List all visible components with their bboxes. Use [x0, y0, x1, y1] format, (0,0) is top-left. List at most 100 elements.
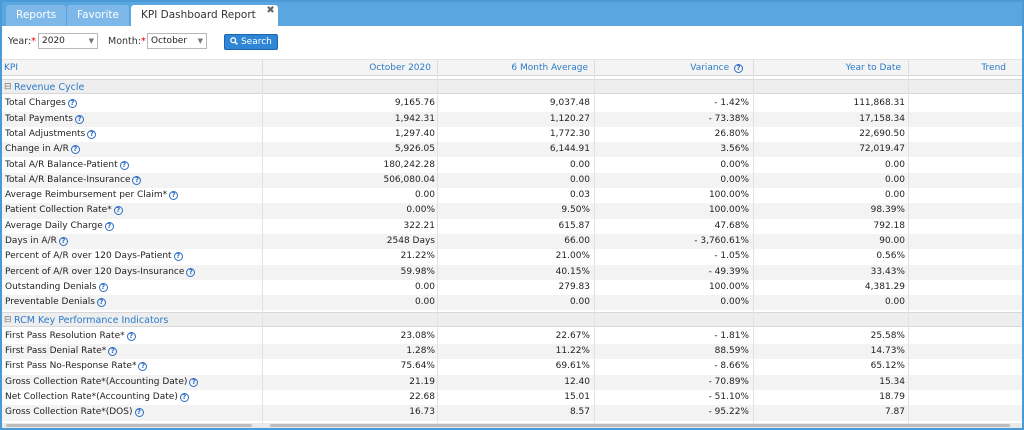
help-icon[interactable]: ?: [96, 298, 106, 308]
average-value-cell: 15.01: [564, 392, 590, 402]
help-icon[interactable]: ?: [173, 252, 183, 262]
tab-reports[interactable]: Reports: [6, 5, 67, 26]
tab-kpi-dashboard[interactable]: KPI Dashboard Report ✖: [131, 5, 278, 26]
help-icon[interactable]: ?: [104, 221, 114, 231]
ytd-value-cell: 792.18: [873, 220, 906, 231]
help-icon[interactable]: ?: [113, 206, 123, 216]
help-icon[interactable]: ?: [98, 282, 108, 292]
month-select[interactable]: October ▼: [147, 33, 207, 49]
current-value-cell: 506,080.04: [383, 174, 435, 185]
scrollbar-thumb-right[interactable]: [270, 424, 1010, 427]
variance-value-cell: - 1.05%: [714, 251, 749, 262]
group-row[interactable]: ⊟ RCM Key Performance Indicators: [2, 311, 1022, 327]
help-icon[interactable]: ?: [126, 331, 136, 341]
table-row[interactable]: First Pass No-Response Rate*? 75.64% 69.61…: [2, 359, 1022, 374]
table-row[interactable]: Gross Collection Rate*(DOS)? 16.73 8.57 - 9…: [2, 405, 1022, 421]
kpi-label: Total Charges: [5, 98, 66, 109]
group-row[interactable]: ⊟ Revenue Cycle: [2, 79, 1022, 95]
year-select[interactable]: 2020 ▼: [38, 33, 98, 49]
table-row[interactable]: Days in A/R? 2548 Days 66.00 - 3,760.61% 90.…: [2, 234, 1022, 250]
help-icon[interactable]: ?: [189, 377, 199, 387]
kpi-label: Change in A/R: [5, 144, 69, 155]
tab-kpi-dashboard-label: KPI Dashboard Report: [141, 9, 256, 21]
ytd-value-cell: 22,690.50: [859, 128, 905, 139]
column-divider: [437, 76, 438, 423]
ytd-value-cell: 4,381.29: [864, 281, 905, 292]
help-icon[interactable]: ?: [67, 99, 77, 109]
current-value-cell: 1,942.31: [394, 113, 435, 124]
help-icon[interactable]: ?: [119, 160, 129, 170]
current-value-cell: 0.00: [414, 190, 435, 201]
table-row[interactable]: Patient Collection Rate*? 0.00% 9.50% 100.0…: [2, 203, 1022, 219]
table-row[interactable]: Preventable Denials? 0.00 0.00 0.00% 0.00: [2, 295, 1022, 311]
kpi-cell: Total Adjustments?: [5, 127, 97, 142]
kpi-label: Total A/R Balance-Insurance: [5, 174, 131, 185]
average-value-cell: 9.50%: [561, 205, 590, 216]
kpi-cell: Net Collection Rate*(Accounting Date)?: [5, 390, 189, 405]
kpi-label: Days in A/R: [5, 236, 57, 246]
column-divider: [753, 76, 754, 423]
scrollbar-thumb-left[interactable]: [6, 424, 252, 427]
average-value-cell: 40.15%: [555, 266, 590, 277]
help-icon[interactable]: ?: [169, 191, 179, 201]
ytd-value-cell: 90.00: [879, 236, 905, 246]
table-row[interactable]: Total Adjustments? 1,297.40 1,772.30 26.80%…: [2, 127, 1022, 142]
ytd-value-cell: 25.58%: [870, 330, 905, 341]
table-row[interactable]: Total A/R Balance-Patient? 180,242.28 0.00…: [2, 158, 1022, 173]
table-row[interactable]: First Pass Denial Rate*? 1.28% 11.22% 88.59…: [2, 344, 1022, 360]
current-value-cell: 9,165.76: [394, 98, 435, 109]
search-button[interactable]: Search: [224, 34, 278, 50]
variance-value-cell: 26.80%: [714, 128, 749, 139]
collapse-icon[interactable]: ⊟: [4, 314, 12, 325]
help-icon[interactable]: ?: [734, 64, 743, 73]
column-header-trend[interactable]: Trend: [981, 63, 1006, 73]
variance-value-cell: 0.00%: [720, 174, 749, 185]
month-label: Month:*: [108, 36, 146, 47]
kpi-cell: Change in A/R?: [5, 142, 80, 157]
help-icon[interactable]: ?: [87, 129, 97, 139]
variance-value-cell: - 95.22%: [708, 407, 749, 418]
table-row[interactable]: Average Daily Charge? 322.21 615.87 47.68% 7…: [2, 219, 1022, 234]
average-value-cell: 22.67%: [555, 330, 590, 341]
help-icon[interactable]: ?: [179, 393, 189, 402]
table-row[interactable]: Average Reimbursement per Claim*? 0.00 0.0…: [2, 188, 1022, 203]
kpi-label: Preventable Denials: [5, 297, 95, 308]
table-row[interactable]: Total Payments? 1,942.31 1,120.27 - 73.38% 1…: [2, 111, 1022, 127]
column-header-variance[interactable]: Variance ?: [595, 60, 753, 76]
kpi-cell: Outstanding Denials?: [5, 280, 108, 295]
table-row[interactable]: Percent of A/R over 120 Days-Patient? 21.…: [2, 249, 1022, 264]
column-header-variance-label: Variance: [690, 63, 730, 73]
table-row[interactable]: Gross Collection Rate*(Accounting Date)?…: [2, 374, 1022, 390]
table-row[interactable]: Total Charges? 9,165.76 9,037.48 - 1.42% 111…: [2, 96, 1022, 111]
column-divider: [262, 76, 263, 423]
help-icon[interactable]: ?: [58, 237, 68, 246]
kpi-cell: Patient Collection Rate*?: [5, 203, 123, 218]
help-icon[interactable]: ?: [74, 114, 84, 124]
help-icon[interactable]: ?: [134, 408, 144, 418]
column-header-current[interactable]: October 2020: [369, 63, 431, 73]
close-icon[interactable]: ✖: [266, 5, 275, 16]
table-row[interactable]: Total A/R Balance-Insurance? 506,080.04 0.…: [2, 172, 1022, 189]
table-row[interactable]: Change in A/R? 5,926.05 6,144.91 3.56% 72,01…: [2, 142, 1022, 158]
column-header-average[interactable]: 6 Month Average: [511, 63, 588, 73]
ytd-value-cell: 111,868.31: [853, 98, 905, 109]
ytd-value-cell: 0.00: [884, 174, 905, 185]
help-icon[interactable]: ?: [70, 145, 80, 155]
help-icon[interactable]: ?: [132, 175, 142, 185]
column-header-ytd[interactable]: Year to Date: [845, 63, 901, 73]
collapse-icon[interactable]: ⊟: [4, 82, 12, 92]
help-icon[interactable]: ?: [138, 362, 148, 372]
table-row[interactable]: Net Collection Rate*(Accounting Date)? 22…: [2, 390, 1022, 405]
table-row[interactable]: First Pass Resolution Rate*? 23.08% 22.67%…: [2, 329, 1022, 344]
table-row[interactable]: Percent of A/R over 120 Days-Insurance? 5…: [2, 264, 1022, 280]
horizontal-scrollbar[interactable]: [2, 423, 1022, 428]
tab-favorite[interactable]: Favorite: [67, 5, 129, 26]
variance-value-cell: - 1.42%: [714, 98, 749, 109]
help-icon[interactable]: ?: [108, 347, 118, 357]
column-header-kpi[interactable]: KPI: [4, 63, 18, 73]
help-icon[interactable]: ?: [186, 267, 196, 277]
chevron-down-icon: ▼: [88, 37, 94, 45]
kpi-cell: Total Payments?: [5, 112, 84, 127]
table-row[interactable]: Outstanding Denials? 0.00 279.83 100.00% 4,3…: [2, 280, 1022, 295]
